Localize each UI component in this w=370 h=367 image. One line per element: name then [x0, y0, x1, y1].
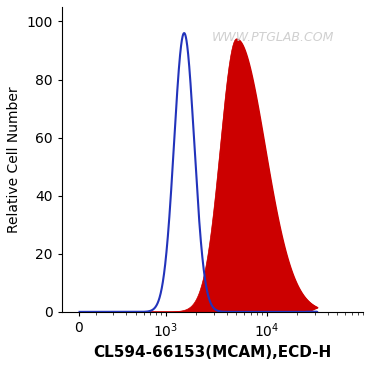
Y-axis label: Relative Cell Number: Relative Cell Number: [7, 86, 21, 233]
Text: WWW.PTGLAB.COM: WWW.PTGLAB.COM: [212, 31, 334, 44]
X-axis label: CL594-66153(MCAM),ECD-H: CL594-66153(MCAM),ECD-H: [93, 345, 332, 360]
